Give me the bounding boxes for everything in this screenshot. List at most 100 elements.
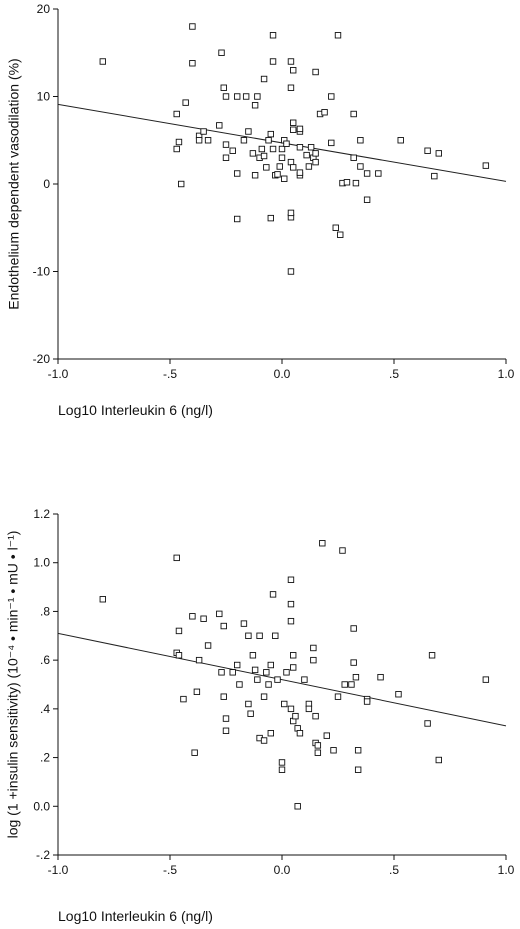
data-point [424,147,431,154]
data-point [278,154,286,161]
y-tick-label: 1.0 [33,556,50,570]
x-tick-label: 1.0 [498,863,515,877]
data-point [258,145,266,153]
data-point [482,162,490,169]
data-point [296,169,304,176]
data-point [182,99,189,106]
data-point [305,163,313,170]
data-point [242,93,250,100]
data-point [222,715,230,722]
data-point [236,681,243,688]
y-tick-label: -20 [33,352,51,366]
x-tick-label: -1.0 [48,863,69,877]
y-tick-label: 0.0 [33,799,50,813]
x-tick-label: -1.0 [48,367,69,381]
data-point [332,224,339,231]
data-point [251,172,259,179]
data-point [175,627,183,635]
data-point [348,681,355,688]
data-point [290,652,297,659]
data-point [330,747,337,754]
data-point [337,231,344,238]
data-point [292,712,299,720]
data-point [267,214,274,222]
data-point [301,676,308,683]
data-point [296,125,304,133]
data-point [352,673,360,681]
data-point [249,652,257,659]
data-point [350,625,357,632]
data-point [245,632,252,639]
data-point [334,32,342,39]
data-point [287,209,295,217]
data-point [321,109,328,116]
data-point [99,596,107,603]
data-point [267,130,274,138]
y-tick-label: .2 [40,751,50,765]
data-point [263,669,270,676]
y-tick-label: 10 [37,90,51,104]
data-point [294,803,301,810]
x-tick-label: -.5 [163,367,177,381]
x-tick-label: 1.0 [498,367,515,381]
data-point [216,610,223,618]
y-tick-label: .6 [40,653,50,667]
data-point [290,164,297,171]
x-axis-label: Log10 Interleukin 6 (ng/l) [58,908,213,924]
data-point [254,676,261,683]
data-point [276,163,283,170]
data-point [296,144,304,151]
data-point [281,700,288,708]
data-point [265,681,272,688]
data-point [350,659,357,666]
data-point [350,110,357,118]
regression-line [57,632,507,727]
data-point [260,75,268,83]
data-point [260,693,268,700]
data-point [312,158,319,166]
data-point [177,180,185,188]
data-point [195,137,203,144]
data-point [323,732,330,739]
data-point [193,688,201,696]
data-point [222,154,230,161]
data-point [229,669,236,676]
data-point [265,137,272,144]
data-point [328,139,335,147]
data-point [287,705,295,713]
y-tick-label: -.2 [36,848,50,862]
y-axis-label: Endothelium dependent vasodilation (%) [5,58,22,310]
data-point [269,32,277,39]
data-point [278,766,286,773]
data-point [245,128,252,135]
data-point [341,681,348,688]
data-point [290,119,297,126]
data-point [350,154,357,161]
data-point [175,138,183,146]
data-point [240,620,248,627]
data-point [310,656,317,664]
data-point [287,617,295,625]
data-point [363,698,371,705]
data-point [222,727,230,734]
data-point [343,179,351,186]
data-point [222,93,230,100]
data-point [254,93,261,100]
data-point [354,747,362,754]
data-point [287,576,295,583]
data-point [189,60,196,67]
data-point [220,622,227,630]
data-point [287,268,295,275]
data-point [352,179,360,187]
x-tick-label: -.5 [163,863,177,877]
data-point [267,730,274,737]
data-point [204,642,212,649]
data-point [312,68,319,76]
data-point [249,150,257,157]
x-tick-label: .5 [389,367,399,381]
y-tick-label: -10 [33,265,51,279]
data-point [220,693,227,700]
data-point [375,170,382,177]
data-point [99,58,107,65]
data-point [314,742,322,749]
